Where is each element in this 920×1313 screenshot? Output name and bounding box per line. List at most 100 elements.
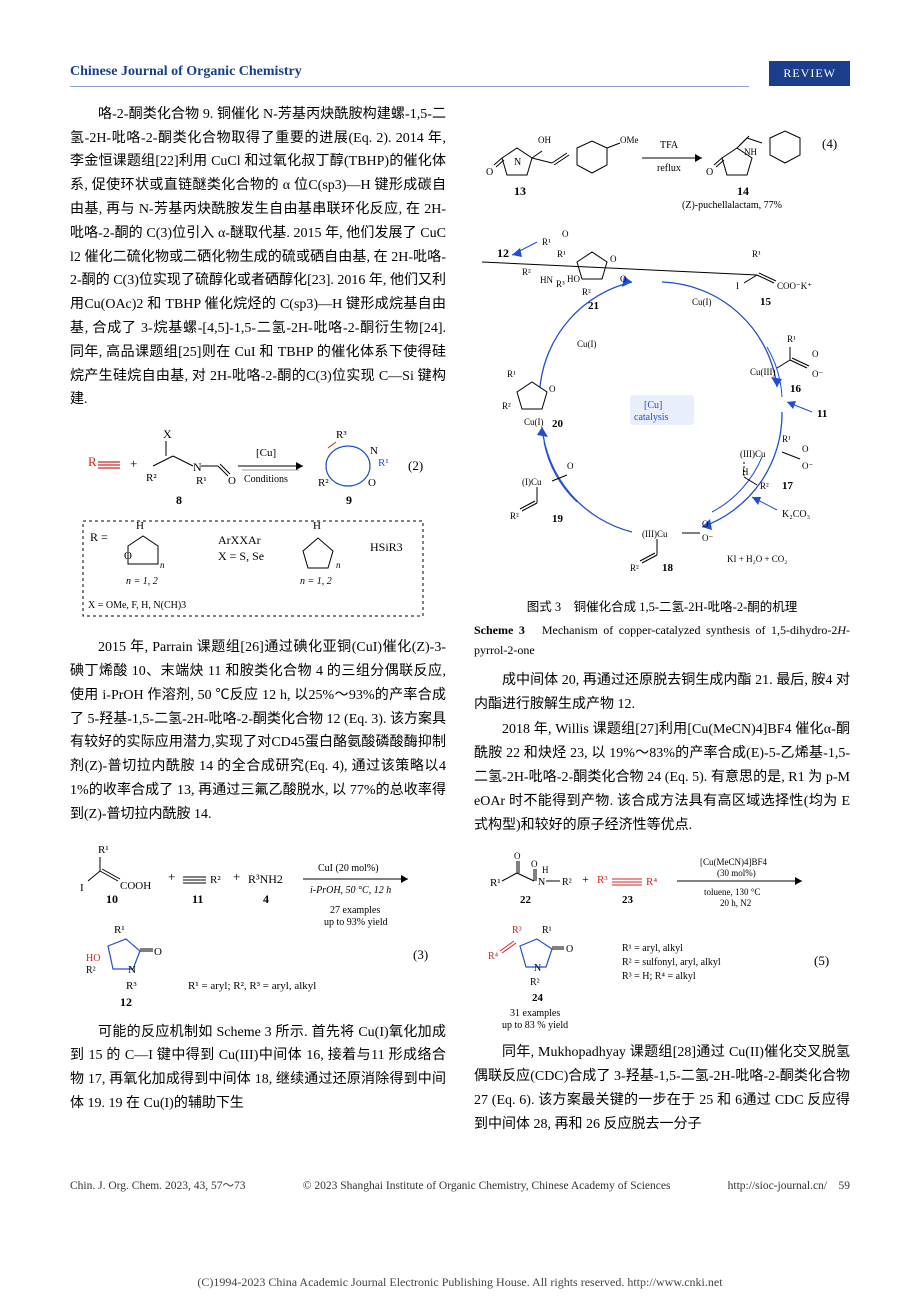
svg-text:+: + bbox=[233, 869, 240, 884]
svg-text:Cu(I): Cu(I) bbox=[524, 417, 544, 427]
scheme3-caption-cn: 图式 3 铜催化合成 1,5-二氢-2H-吡咯-2-酮的机理 bbox=[474, 597, 850, 618]
svg-text:N: N bbox=[538, 877, 545, 888]
svg-text:O: O bbox=[812, 349, 819, 359]
svg-text:ArXXAr: ArXXAr bbox=[218, 533, 261, 547]
svg-text:24: 24 bbox=[532, 992, 544, 1004]
svg-text:O: O bbox=[154, 946, 162, 958]
svg-text:(30 mol%): (30 mol%) bbox=[717, 868, 756, 878]
svg-text:reflux: reflux bbox=[657, 163, 681, 174]
svg-text:[Cu(MeCN)4]BF4: [Cu(MeCN)4]BF4 bbox=[700, 857, 767, 867]
svg-text:O: O bbox=[124, 550, 132, 562]
eq2-R: R bbox=[88, 454, 97, 469]
svg-text:R²: R² bbox=[522, 267, 531, 277]
svg-text:Cu(I): Cu(I) bbox=[577, 339, 597, 349]
para-l1: 咯-2-酮类化合物 9. 铜催化 N-芳基丙炔酰胺构建螺-1,5-二氢-2H-吡… bbox=[70, 103, 446, 412]
svg-text:12: 12 bbox=[120, 995, 132, 1009]
svg-text:(2): (2) bbox=[408, 458, 423, 473]
svg-text:(I)Cu: (I)Cu bbox=[522, 477, 542, 487]
svg-text:20: 20 bbox=[552, 418, 564, 430]
svg-text:21: 21 bbox=[588, 300, 599, 312]
svg-text:R²: R² bbox=[562, 877, 572, 888]
svg-text:I: I bbox=[736, 281, 739, 291]
svg-text:O: O bbox=[706, 167, 713, 178]
svg-text:up to 93% yield: up to 93% yield bbox=[324, 917, 388, 928]
svg-text:R¹: R¹ bbox=[542, 925, 552, 936]
svg-text:R¹: R¹ bbox=[557, 249, 566, 259]
equation-5-figure: R¹ O O N H R² 22 + R³ bbox=[474, 851, 850, 1031]
svg-text:R¹: R¹ bbox=[490, 877, 501, 889]
svg-text:+: + bbox=[582, 872, 589, 886]
svg-text:HO: HO bbox=[567, 274, 580, 284]
svg-text:R¹: R¹ bbox=[782, 434, 791, 444]
svg-text:O: O bbox=[228, 475, 236, 487]
svg-text:H: H bbox=[313, 520, 321, 532]
svg-text:15: 15 bbox=[760, 296, 772, 308]
svg-text:13: 13 bbox=[514, 184, 526, 198]
svg-text:X: X bbox=[163, 427, 172, 441]
svg-text:Cu(III): Cu(III) bbox=[750, 367, 776, 377]
svg-text:(4): (4) bbox=[822, 136, 837, 151]
page-number: 59 bbox=[839, 1180, 851, 1192]
svg-text:[Cu]: [Cu] bbox=[644, 400, 662, 411]
svg-text:R¹: R¹ bbox=[542, 237, 551, 247]
scheme-3-figure: [Cu] catalysis 12 bbox=[474, 227, 850, 587]
svg-text:i-PrOH, 50 °C, 12 h: i-PrOH, 50 °C, 12 h bbox=[310, 885, 391, 896]
svg-text:R²: R² bbox=[760, 481, 769, 491]
svg-text:9: 9 bbox=[346, 493, 352, 507]
svg-text:(III)Cu: (III)Cu bbox=[642, 529, 668, 539]
svg-text:R⁴: R⁴ bbox=[646, 876, 657, 888]
svg-text:18: 18 bbox=[662, 562, 674, 574]
svg-text:O: O bbox=[531, 859, 538, 869]
para-r2: 2018 年, Willis 课题组[27]利用[Cu(MeCN)4]BF4 催… bbox=[474, 718, 850, 837]
svg-text:Cu(I): Cu(I) bbox=[692, 297, 712, 307]
svg-text:20 h, N2: 20 h, N2 bbox=[720, 898, 751, 908]
svg-text:R³ = H; R⁴ = alkyl: R³ = H; R⁴ = alkyl bbox=[622, 971, 696, 982]
svg-text:R²: R² bbox=[318, 477, 329, 489]
svg-text:R²: R² bbox=[146, 472, 157, 484]
para-l2: 2015 年, Parrain 课题组[26]通过碘化亚铜(CuI)催化(Z)-… bbox=[70, 636, 446, 826]
svg-text:(5): (5) bbox=[814, 953, 829, 968]
svg-text:16: 16 bbox=[790, 383, 802, 395]
svg-text:12: 12 bbox=[497, 246, 509, 260]
svg-text:n: n bbox=[336, 560, 341, 570]
svg-text:OH: OH bbox=[538, 135, 551, 145]
footer-center: © 2023 Shanghai Institute of Organic Che… bbox=[303, 1177, 671, 1197]
svg-text:R³: R³ bbox=[556, 279, 565, 289]
svg-text:R¹: R¹ bbox=[507, 369, 516, 379]
svg-text:R²: R² bbox=[630, 563, 639, 573]
svg-text:R³NH2: R³NH2 bbox=[248, 872, 283, 886]
svg-text:OMe: OMe bbox=[620, 135, 639, 145]
svg-text:N: N bbox=[370, 445, 378, 457]
svg-text:N: N bbox=[128, 964, 136, 976]
svg-text:R²: R² bbox=[582, 287, 591, 297]
svg-text:R² = sulfonyl, aryl, alkyl: R² = sulfonyl, aryl, alkyl bbox=[622, 957, 721, 968]
copyright-line: (C)1994-2023 China Academic Journal Elec… bbox=[0, 1272, 920, 1312]
svg-text:(III)Cu: (III)Cu bbox=[740, 449, 766, 459]
svg-text:X = S, Se: X = S, Se bbox=[218, 549, 264, 563]
svg-text:R²: R² bbox=[502, 401, 511, 411]
svg-text:11: 11 bbox=[192, 892, 203, 906]
svg-text:H: H bbox=[742, 467, 749, 477]
svg-text:27 examples: 27 examples bbox=[330, 905, 380, 916]
svg-text:O: O bbox=[610, 254, 617, 264]
svg-text:+: + bbox=[168, 869, 175, 884]
svg-text:R¹: R¹ bbox=[196, 475, 207, 487]
svg-text:R³: R³ bbox=[336, 429, 347, 441]
svg-text:up to 83 % yield: up to 83 % yield bbox=[502, 1020, 568, 1031]
svg-text:O: O bbox=[702, 519, 709, 529]
svg-text:HN: HN bbox=[540, 275, 553, 285]
svg-text:COO⁻K⁺: COO⁻K⁺ bbox=[777, 281, 812, 291]
svg-text:31 examples: 31 examples bbox=[510, 1008, 560, 1019]
svg-text:23: 23 bbox=[622, 894, 634, 906]
para-r3: 同年, Mukhopadhyay 课题组[28]通过 Cu(II)催化交叉脱氢偶… bbox=[474, 1041, 850, 1136]
svg-text:R³: R³ bbox=[597, 874, 608, 886]
left-column: 咯-2-酮类化合物 9. 铜催化 N-芳基丙炔酰胺构建螺-1,5-二氢-2H-吡… bbox=[70, 103, 446, 1139]
svg-text:O: O bbox=[567, 461, 574, 471]
svg-text:+: + bbox=[130, 456, 137, 471]
svg-text:R¹: R¹ bbox=[752, 249, 761, 259]
svg-text:KI + H₂O + CO₂: KI + H₂O + CO₂ bbox=[727, 554, 787, 564]
svg-text:N: N bbox=[514, 157, 521, 168]
svg-text:14: 14 bbox=[737, 184, 749, 198]
svg-text:R³: R³ bbox=[126, 980, 137, 992]
para-r1: 成中间体 20, 再通过还原脱去铜生成内酯 21. 最后, 胺4 对内酯进行胺解… bbox=[474, 669, 850, 717]
